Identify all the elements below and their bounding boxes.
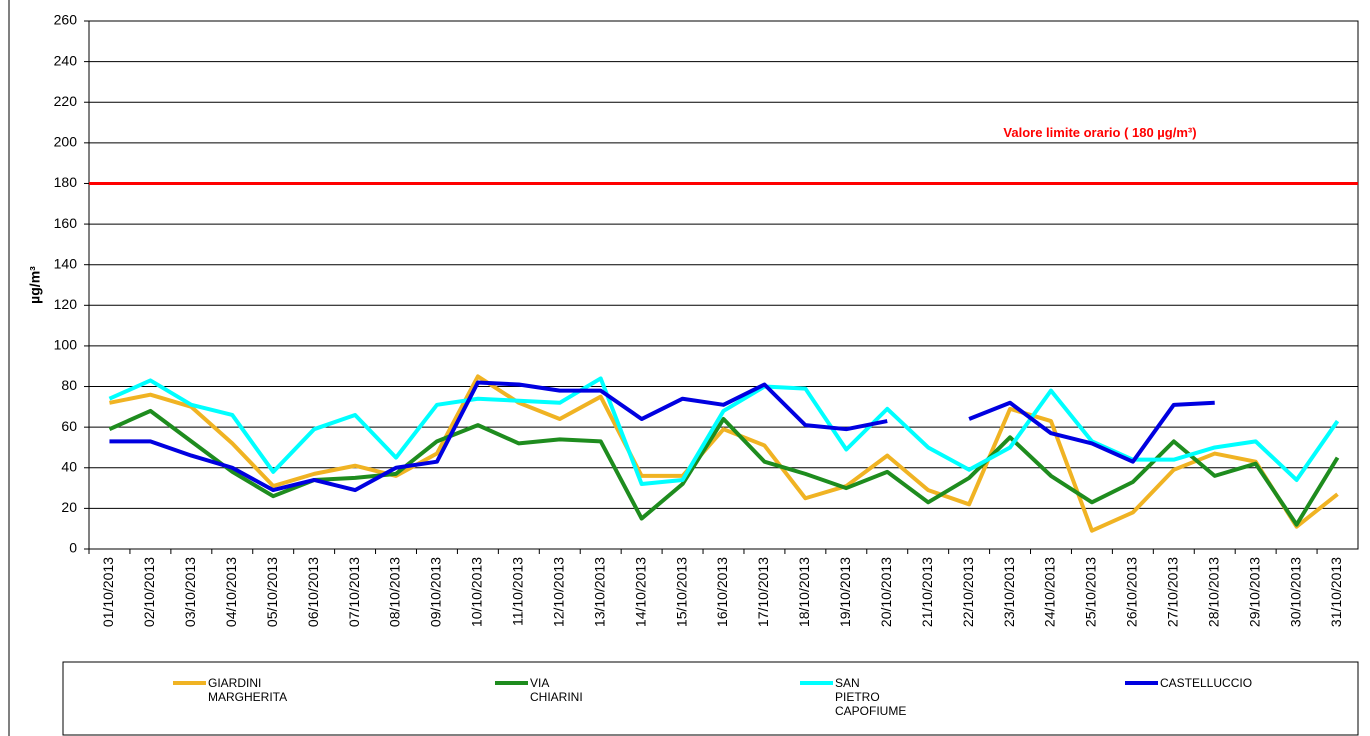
legend-label: CASTELLUCCIO: [1160, 676, 1253, 690]
x-tick-label: 20/10/2013: [878, 557, 894, 627]
y-tick-label: 60: [61, 418, 77, 434]
x-tick-label: 11/10/2013: [510, 557, 526, 626]
y-tick-label: 220: [54, 93, 78, 109]
legend-label: GIARDINI MARGHERITA: [208, 676, 288, 704]
legend-label: SAN PIETRO CAPOFIUME: [835, 676, 907, 718]
legend-label: VIA CHIARINI: [530, 676, 583, 704]
x-tick-label: 09/10/2013: [428, 557, 444, 627]
x-tick-label: 26/10/2013: [1124, 557, 1140, 627]
y-tick-label: 200: [54, 134, 78, 150]
x-tick-label: 27/10/2013: [1164, 557, 1180, 627]
x-tick-label: 25/10/2013: [1083, 557, 1099, 627]
y-tick-label: 160: [54, 215, 78, 231]
y-tick-label: 80: [61, 377, 77, 393]
x-tick-label: 30/10/2013: [1287, 557, 1303, 627]
y-tick-label: 0: [69, 540, 77, 556]
y-tick-label: 260: [54, 12, 78, 28]
x-tick-label: 18/10/2013: [796, 557, 812, 627]
y-tick-label: 120: [54, 296, 78, 312]
x-tick-label: 31/10/2013: [1328, 557, 1344, 627]
x-tick-label: 05/10/2013: [264, 557, 280, 627]
x-tick-label: 13/10/2013: [591, 557, 607, 627]
x-tick-label: 23/10/2013: [1001, 557, 1017, 627]
x-tick-label: 22/10/2013: [960, 557, 976, 627]
y-tick-label: 240: [54, 52, 78, 68]
x-tick-label: 28/10/2013: [1205, 557, 1221, 627]
legend-box: [62, 661, 1359, 736]
x-tick-label: 10/10/2013: [469, 557, 485, 627]
x-tick-label: 15/10/2013: [673, 557, 689, 627]
x-tick-label: 08/10/2013: [387, 557, 403, 627]
x-tick-label: 07/10/2013: [346, 557, 362, 627]
x-tick-label: 01/10/2013: [100, 557, 116, 627]
series-line: [109, 380, 1215, 493]
x-tick-label: 19/10/2013: [837, 557, 853, 627]
x-tick-label: 21/10/2013: [919, 557, 935, 627]
y-axis-label: µg/m³: [27, 266, 43, 304]
x-tick-label: 03/10/2013: [182, 557, 198, 627]
y-tick-label: 140: [54, 255, 78, 271]
plot-border: [88, 20, 1359, 550]
x-tick-label: 24/10/2013: [1042, 557, 1058, 627]
x-tick-label: 16/10/2013: [714, 557, 730, 627]
y-tick-label: 100: [54, 337, 78, 353]
y-tick-label: 20: [61, 499, 77, 515]
x-tick-label: 17/10/2013: [755, 557, 771, 627]
annotation: Valore limite orario ( 180 µg/m³): [1003, 125, 1196, 140]
x-tick-label: 29/10/2013: [1246, 557, 1262, 627]
x-tick-label: 02/10/2013: [141, 557, 157, 627]
series-line: [109, 374, 1339, 533]
x-tick-label: 06/10/2013: [305, 557, 321, 627]
y-tick-label: 40: [61, 458, 77, 474]
x-tick-label: 14/10/2013: [632, 557, 648, 627]
y-tick-label: 180: [54, 174, 78, 190]
x-tick-label: 04/10/2013: [223, 557, 239, 627]
x-tick-label: 12/10/2013: [550, 557, 566, 627]
